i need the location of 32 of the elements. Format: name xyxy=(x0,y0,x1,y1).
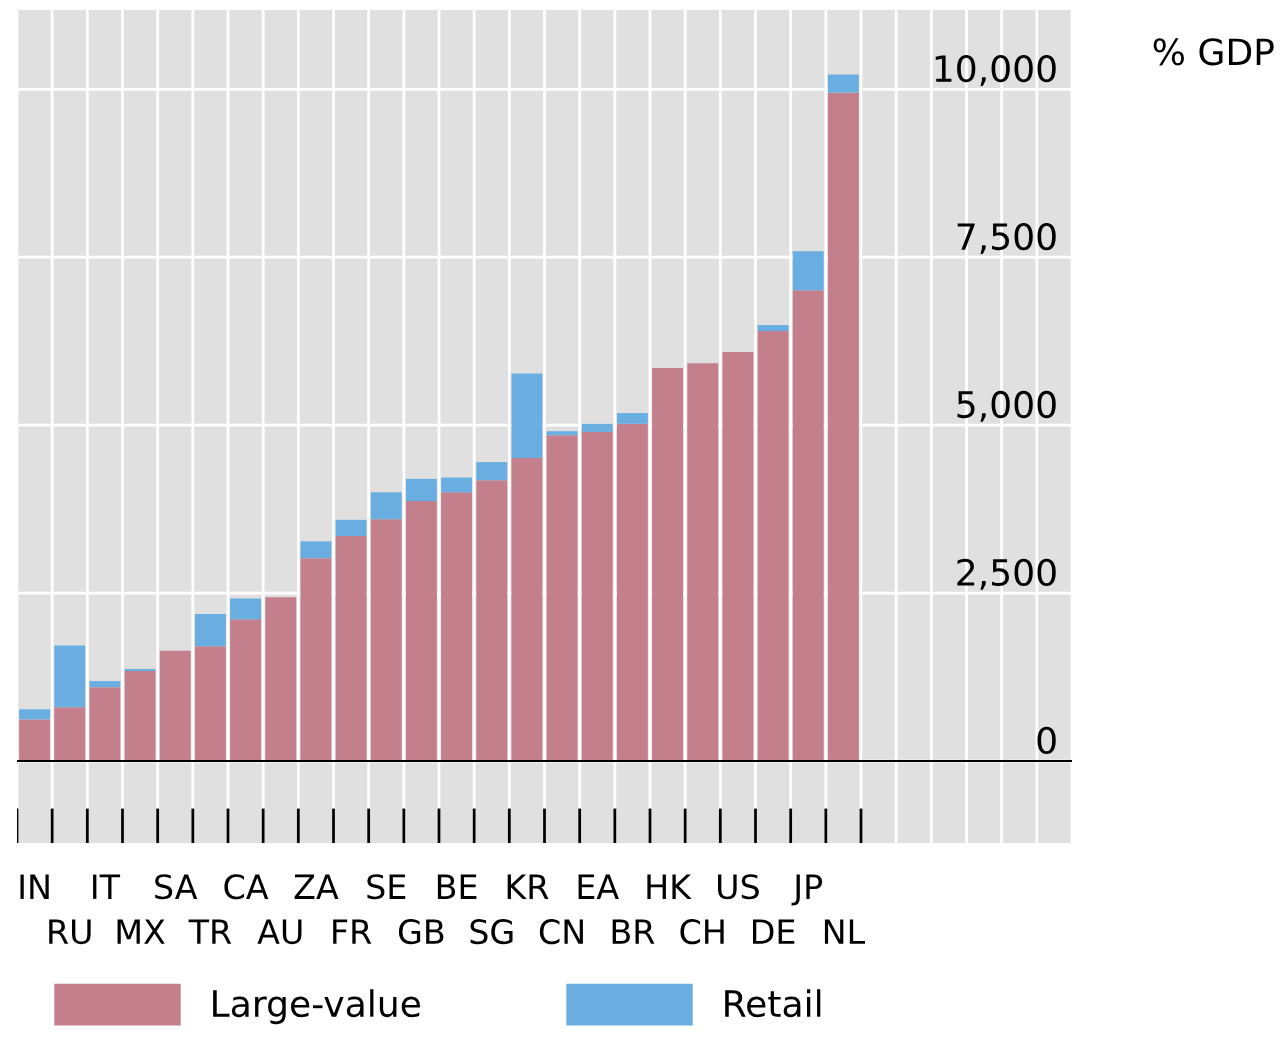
x-tick-label: AU xyxy=(257,919,302,945)
x-tick-label: GB xyxy=(398,919,444,945)
y-tick-label: 10,000 xyxy=(935,54,1056,86)
legend-label: Large-value xyxy=(213,989,420,1025)
x-tick-label: FR xyxy=(333,919,372,944)
x-tick-label: HK xyxy=(647,874,692,899)
y-tick-label: 7,500 xyxy=(957,222,1056,254)
x-tick-label: MX xyxy=(117,919,165,944)
x-tick-label: TR xyxy=(188,919,232,944)
x-tick-label: SE xyxy=(367,874,406,900)
y-tick-label: 5,000 xyxy=(957,390,1056,422)
x-tick-label: RU xyxy=(49,919,91,945)
x-tick-label: US xyxy=(718,874,759,900)
x-tick-label: ZA xyxy=(294,874,339,899)
x-tick-label: IN xyxy=(20,874,49,899)
x-tick-label: CA xyxy=(224,874,269,900)
x-tick-label: CN xyxy=(539,919,583,945)
x-tick-label: SG xyxy=(470,919,513,945)
x-tick-label: CH xyxy=(680,919,724,945)
x-tick-label: EA xyxy=(578,874,619,899)
y-axis-title: % GDP xyxy=(1153,38,1274,66)
x-tick-label: NL xyxy=(824,919,865,944)
y-tick-label: 0 xyxy=(1037,726,1056,755)
x-tick-label: BE xyxy=(437,874,477,899)
x-tick-label: IT xyxy=(93,874,121,899)
x-tick-label: KR xyxy=(507,874,549,899)
legend-label: Retail xyxy=(725,989,821,1018)
x-tick-label: BR xyxy=(612,919,655,944)
x-tick-label: DE xyxy=(752,919,795,944)
y-tick-label: 2,500 xyxy=(957,558,1056,590)
x-tick-label: JP xyxy=(791,874,823,906)
x-tick-label: SA xyxy=(155,874,198,900)
